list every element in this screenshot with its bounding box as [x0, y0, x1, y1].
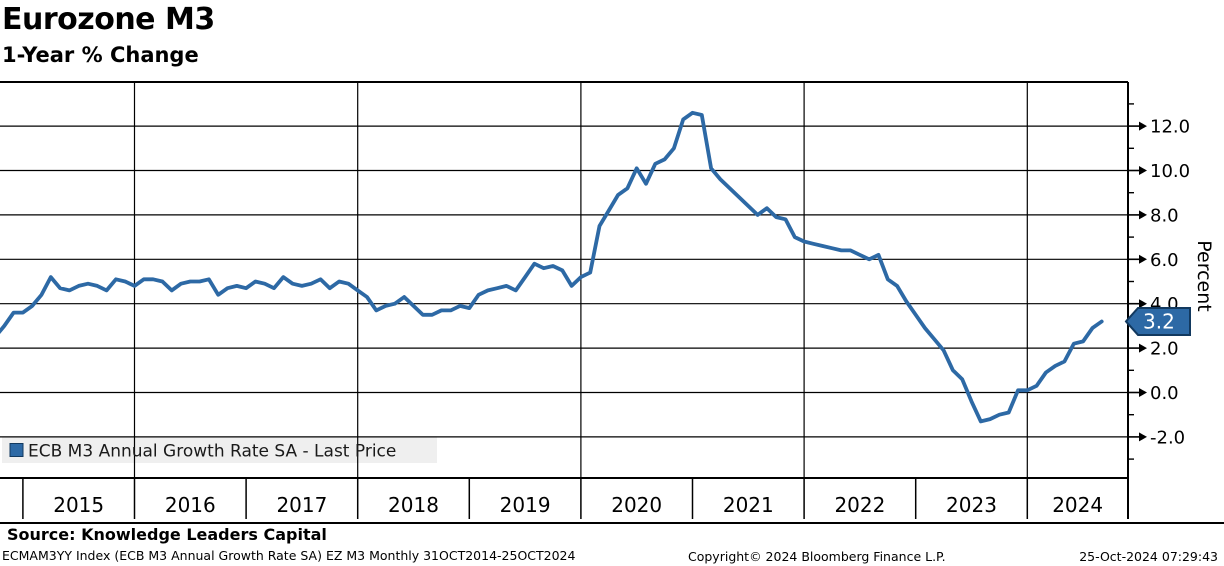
y-tick-arrow-icon [1139, 432, 1147, 442]
x-year-label: 2015 [53, 493, 104, 517]
legend-box [2, 437, 437, 463]
y-tick-label: 8.0 [1150, 205, 1179, 226]
y-tick-arrow-icon [1139, 121, 1147, 131]
last-price-badge [1124, 306, 1191, 336]
page-title: Eurozone M3 [2, 2, 215, 37]
data-line [0, 110, 1104, 424]
y-tick-arrow-icon [1139, 166, 1147, 175]
y-tick-arrow-icon [1139, 388, 1147, 397]
legend-label: ECB M3 Annual Growth Rate SA - Last Pric… [28, 442, 396, 462]
y-tick-label: 2.0 [1150, 339, 1179, 360]
x-year-label: 2020 [611, 493, 662, 517]
y-tick-label: 10.0 [1150, 161, 1190, 182]
copyright-text: Copyright© 2024 Bloomberg Finance L.P. [688, 549, 946, 564]
y-tick-arrow-icon [1139, 254, 1147, 264]
y-tick-label: 0.0 [1150, 383, 1179, 404]
x-year-label: 2021 [723, 493, 774, 517]
y-tick-arrow-icon [1139, 210, 1147, 220]
footer-divider [0, 522, 1224, 524]
y-tick-arrow-icon [1139, 299, 1147, 309]
x-year-label: 2023 [946, 493, 997, 517]
x-year-label: 2016 [165, 493, 216, 517]
security-info-text: ECMAM3YY Index (ECB M3 Annual Growth Rat… [2, 548, 576, 563]
x-year-label: 2024 [1052, 493, 1103, 517]
legend-swatch-icon [9, 443, 24, 457]
y-tick-label: 12.0 [1150, 117, 1190, 138]
x-year-label: 2017 [276, 493, 327, 517]
x-year-label: 2019 [500, 493, 551, 517]
timestamp-text: 25-Oct-2024 07:29:43 [1079, 549, 1218, 564]
page-subtitle: 1-Year % Change [2, 43, 199, 67]
y-tick-label: -2.0 [1150, 427, 1185, 448]
source-text: Source: Knowledge Leaders Capital [7, 525, 327, 544]
y-tick-label: 6.0 [1150, 250, 1179, 271]
y-tick-arrow-icon [1139, 343, 1147, 353]
last-price-value: 3.2 [1143, 309, 1175, 333]
x-year-label: 2022 [834, 493, 885, 517]
y-axis-title: Percent [1193, 240, 1215, 312]
x-year-label: 2018 [388, 493, 439, 517]
